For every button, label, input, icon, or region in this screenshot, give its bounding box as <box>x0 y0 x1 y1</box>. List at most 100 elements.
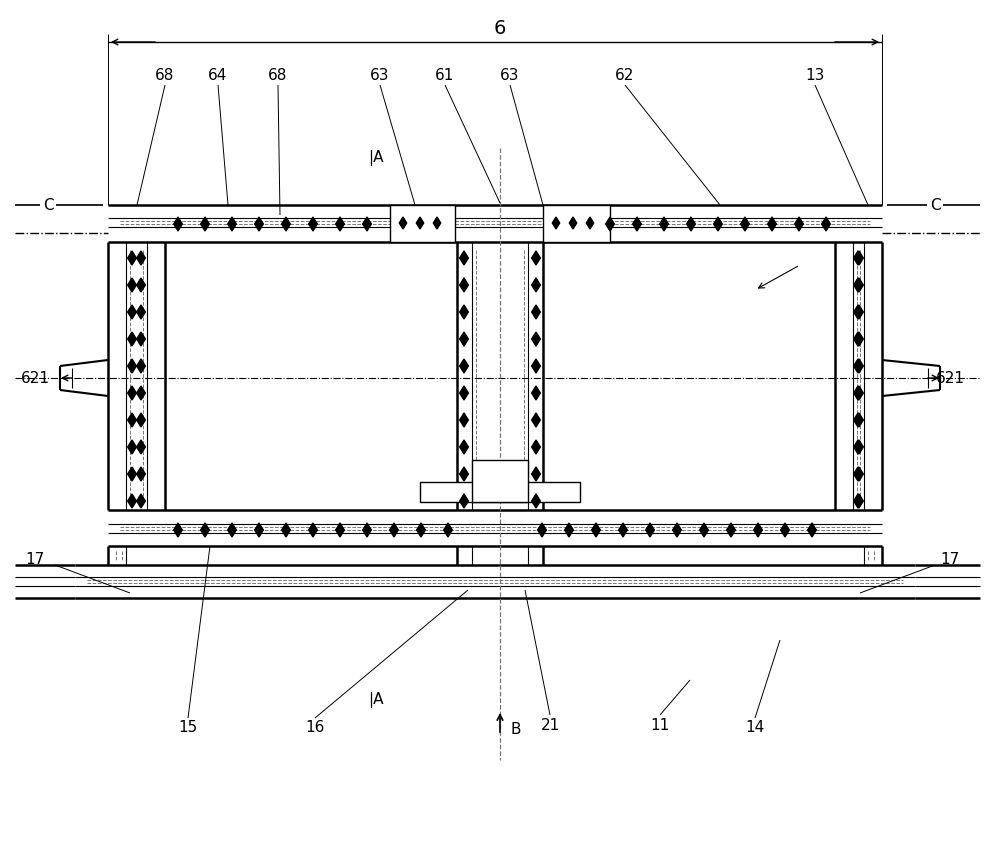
Polygon shape <box>460 494 468 508</box>
Polygon shape <box>552 217 560 229</box>
Polygon shape <box>854 467 862 481</box>
Polygon shape <box>460 305 468 319</box>
Text: 621: 621 <box>20 371 50 385</box>
Polygon shape <box>532 413 540 427</box>
Polygon shape <box>606 217 614 231</box>
Polygon shape <box>854 413 862 427</box>
Polygon shape <box>201 217 209 231</box>
Text: 621: 621 <box>936 371 964 385</box>
Polygon shape <box>532 332 540 346</box>
Polygon shape <box>538 523 546 537</box>
Polygon shape <box>137 278 145 292</box>
Polygon shape <box>460 332 468 346</box>
Text: 61: 61 <box>435 67 455 82</box>
Polygon shape <box>532 386 540 400</box>
Polygon shape <box>128 386 136 400</box>
Polygon shape <box>854 305 862 319</box>
Polygon shape <box>532 305 540 319</box>
Polygon shape <box>460 386 468 400</box>
Text: |A: |A <box>368 692 384 708</box>
Polygon shape <box>532 467 540 481</box>
Polygon shape <box>390 523 398 537</box>
Polygon shape <box>128 251 136 265</box>
Bar <box>390 205 455 242</box>
Polygon shape <box>855 494 863 508</box>
Polygon shape <box>137 413 145 427</box>
Polygon shape <box>741 217 749 231</box>
Polygon shape <box>714 217 722 231</box>
Text: 64: 64 <box>208 67 228 82</box>
Text: 14: 14 <box>745 721 765 736</box>
Text: 68: 68 <box>268 67 288 82</box>
Polygon shape <box>854 440 862 454</box>
Polygon shape <box>854 359 862 373</box>
Polygon shape <box>855 305 863 319</box>
Text: 17: 17 <box>940 553 960 568</box>
Polygon shape <box>128 467 136 481</box>
Text: 68: 68 <box>155 67 175 82</box>
Text: C: C <box>930 198 940 213</box>
Polygon shape <box>460 278 468 292</box>
Polygon shape <box>855 440 863 454</box>
Polygon shape <box>174 523 182 537</box>
Polygon shape <box>586 217 594 229</box>
Text: C: C <box>43 198 53 213</box>
Polygon shape <box>128 332 136 346</box>
Text: 6: 6 <box>494 19 506 38</box>
Polygon shape <box>363 217 371 231</box>
Polygon shape <box>460 467 468 481</box>
Polygon shape <box>754 523 762 537</box>
Polygon shape <box>855 386 863 400</box>
Polygon shape <box>363 523 371 537</box>
Polygon shape <box>460 359 468 373</box>
Polygon shape <box>128 494 136 508</box>
Polygon shape <box>855 251 863 265</box>
Polygon shape <box>687 217 695 231</box>
Text: 21: 21 <box>540 717 560 733</box>
Polygon shape <box>855 413 863 427</box>
Polygon shape <box>309 217 317 231</box>
Polygon shape <box>460 413 468 427</box>
Text: 63: 63 <box>370 67 390 82</box>
Polygon shape <box>137 494 145 508</box>
Polygon shape <box>532 440 540 454</box>
Polygon shape <box>532 251 540 265</box>
Polygon shape <box>854 386 862 400</box>
Polygon shape <box>137 386 145 400</box>
Text: 62: 62 <box>615 67 635 82</box>
Text: |A: |A <box>368 150 384 166</box>
Polygon shape <box>855 332 863 346</box>
Polygon shape <box>822 217 830 231</box>
Text: 16: 16 <box>305 721 325 736</box>
Text: 11: 11 <box>650 717 670 733</box>
Polygon shape <box>399 217 407 229</box>
Text: 13: 13 <box>805 67 825 82</box>
Bar <box>543 205 610 242</box>
Polygon shape <box>781 523 789 537</box>
Polygon shape <box>854 332 862 346</box>
Polygon shape <box>854 251 862 265</box>
Polygon shape <box>174 217 182 231</box>
Polygon shape <box>128 440 136 454</box>
Polygon shape <box>660 217 668 231</box>
Text: B: B <box>510 722 520 738</box>
Bar <box>472 460 528 502</box>
Polygon shape <box>137 305 145 319</box>
Text: 63: 63 <box>500 67 520 82</box>
Polygon shape <box>336 217 344 231</box>
Polygon shape <box>569 217 577 229</box>
Polygon shape <box>228 523 236 537</box>
Polygon shape <box>137 332 145 346</box>
Polygon shape <box>808 523 816 537</box>
Polygon shape <box>460 440 468 454</box>
Polygon shape <box>444 523 452 537</box>
Polygon shape <box>619 523 627 537</box>
Polygon shape <box>673 523 681 537</box>
Polygon shape <box>855 278 863 292</box>
Polygon shape <box>128 359 136 373</box>
Polygon shape <box>460 251 468 265</box>
Polygon shape <box>255 523 263 537</box>
Polygon shape <box>309 523 317 537</box>
Polygon shape <box>727 523 735 537</box>
Polygon shape <box>855 359 863 373</box>
